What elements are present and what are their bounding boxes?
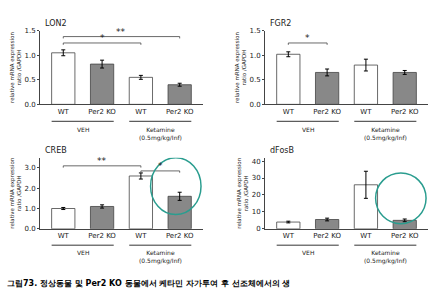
svg-text:Ketamine(0.5mg/kg/Inf): Ketamine(0.5mg/kg/Inf) — [139, 249, 182, 265]
svg-text:3.0: 3.0 — [24, 164, 35, 172]
svg-text:0.0: 0.0 — [24, 225, 35, 233]
svg-text:FGR2: FGR2 — [270, 19, 291, 28]
svg-text:relative mRNA expressionratio: relative mRNA expressionratio /GAPDH — [9, 157, 22, 228]
svg-text:Per2 KO: Per2 KO — [391, 232, 419, 240]
svg-text:0.5: 0.5 — [249, 76, 260, 84]
svg-text:relative mRNA expressionratio: relative mRNA expressionratio /GAPDH — [234, 32, 247, 103]
svg-text:0.0: 0.0 — [249, 101, 260, 109]
svg-text:WT: WT — [360, 232, 372, 240]
svg-text:10: 10 — [252, 208, 261, 216]
svg-text:*: * — [100, 33, 105, 43]
svg-text:VEH: VEH — [302, 249, 314, 256]
svg-text:Per2 KO: Per2 KO — [391, 108, 419, 116]
svg-text:WT: WT — [360, 108, 372, 116]
svg-text:Per2 KO: Per2 KO — [313, 108, 341, 116]
svg-text:1.0: 1.0 — [249, 52, 260, 60]
svg-text:LON2: LON2 — [45, 19, 67, 28]
svg-text:1.0: 1.0 — [24, 205, 35, 213]
svg-text:20: 20 — [252, 191, 261, 199]
svg-text:WT: WT — [135, 108, 147, 116]
svg-text:**: ** — [116, 27, 126, 37]
svg-text:dFosB: dFosB — [270, 146, 294, 155]
svg-text:CREB: CREB — [45, 146, 67, 155]
svg-text:2.0: 2.0 — [24, 185, 35, 193]
svg-text:30: 30 — [252, 174, 261, 182]
svg-text:0: 0 — [256, 225, 260, 233]
svg-text:*: * — [305, 33, 310, 43]
svg-text:VEH: VEH — [77, 249, 89, 256]
svg-text:그림73. 정상동물 및 Per2 KO 동물에서 케타민: 그림73. 정상동물 및 Per2 KO 동물에서 케타민 자가투여 후 선조체… — [7, 279, 290, 288]
svg-text:relative mRNA expressionratio: relative mRNA expressionratio /GAPDH — [236, 157, 249, 228]
svg-text:Per2 KO: Per2 KO — [166, 232, 194, 240]
svg-text:VEH: VEH — [302, 126, 314, 133]
svg-text:**: ** — [97, 156, 107, 166]
svg-text:Ketamine(0.5mg/kg/Inf): Ketamine(0.5mg/kg/Inf) — [139, 126, 182, 142]
svg-text:Ketamine(0.5mg/kg/Inf): Ketamine(0.5mg/kg/Inf) — [364, 126, 407, 142]
svg-text:0.0: 0.0 — [24, 101, 35, 109]
svg-text:Ketamine(0.5mg/kg/Inf): Ketamine(0.5mg/kg/Inf) — [364, 249, 407, 265]
svg-text:1.5: 1.5 — [24, 27, 35, 35]
svg-text:Per2 KO: Per2 KO — [313, 232, 341, 240]
svg-text:WT: WT — [283, 232, 295, 240]
svg-text:1.0: 1.0 — [24, 52, 35, 60]
svg-text:1.5: 1.5 — [249, 27, 260, 35]
svg-text:Per2 KO: Per2 KO — [166, 108, 194, 116]
svg-text:WT: WT — [58, 108, 70, 116]
svg-text:0.5: 0.5 — [24, 76, 35, 84]
svg-text:WT: WT — [135, 232, 147, 240]
svg-text:*: * — [158, 161, 163, 171]
svg-text:40: 40 — [252, 158, 261, 166]
svg-text:Per2 KO: Per2 KO — [88, 232, 116, 240]
svg-text:Per2 KO: Per2 KO — [88, 108, 116, 116]
svg-text:VEH: VEH — [77, 126, 89, 133]
svg-text:WT: WT — [58, 232, 70, 240]
svg-text:WT: WT — [283, 108, 295, 116]
svg-text:relative mRNA expressionratio: relative mRNA expressionratio /GAPDH — [9, 32, 22, 103]
